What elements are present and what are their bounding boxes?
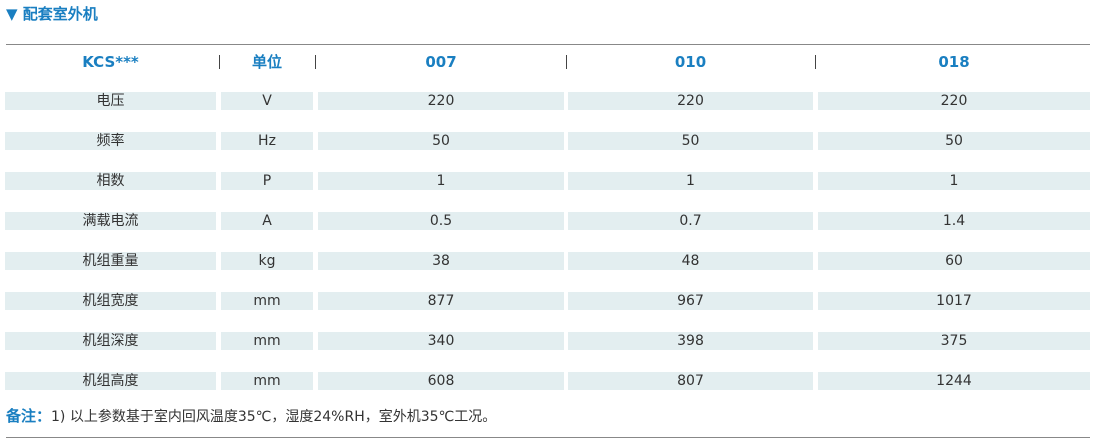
column-header: KCS*** bbox=[82, 53, 139, 71]
cell: 1.4 bbox=[942, 213, 966, 229]
cell-background bbox=[818, 292, 1090, 310]
cell: 机组高度 bbox=[82, 373, 139, 389]
cell-background bbox=[221, 332, 313, 350]
cell: 220 bbox=[940, 93, 968, 109]
cell: 967 bbox=[677, 293, 704, 309]
cell: mm bbox=[253, 373, 281, 389]
cell-background bbox=[818, 252, 1090, 270]
cell: 相数 bbox=[96, 173, 125, 189]
cell: A bbox=[262, 213, 272, 229]
cell-background bbox=[221, 252, 313, 270]
cell-background bbox=[318, 332, 564, 350]
cell-background bbox=[221, 292, 313, 310]
cell-background bbox=[568, 212, 813, 230]
cell: mm bbox=[253, 293, 281, 309]
column-header: 018 bbox=[938, 53, 970, 71]
separator bbox=[315, 55, 316, 69]
cell: mm bbox=[253, 333, 281, 349]
cell: Hz bbox=[258, 133, 276, 149]
cell-background bbox=[5, 372, 216, 390]
cell: 电压 bbox=[96, 93, 125, 109]
cell-background bbox=[318, 372, 564, 390]
separator bbox=[566, 55, 567, 69]
cell-background bbox=[568, 332, 813, 350]
cell: 0.5 bbox=[429, 213, 453, 229]
cell: P bbox=[262, 173, 272, 189]
cell-background bbox=[818, 332, 1090, 350]
note-label: 备注： bbox=[6, 407, 52, 425]
cell: 398 bbox=[677, 333, 704, 349]
cell: 1017 bbox=[936, 293, 972, 309]
cell: 1 bbox=[686, 173, 695, 189]
cell-background bbox=[318, 212, 564, 230]
cell: 1 bbox=[949, 173, 959, 189]
separator bbox=[219, 55, 220, 69]
top-rule bbox=[6, 44, 1090, 45]
cell: 1244 bbox=[936, 373, 972, 389]
cell-background bbox=[5, 292, 216, 310]
column-header: 010 bbox=[674, 53, 707, 71]
cell-background bbox=[5, 172, 216, 190]
cell-background bbox=[818, 172, 1090, 190]
cell: 0.7 bbox=[679, 213, 702, 229]
cell-background bbox=[818, 372, 1090, 390]
cell-background bbox=[318, 92, 564, 110]
cell-background bbox=[568, 92, 813, 110]
column-header: 007 bbox=[425, 53, 457, 71]
cell: 60 bbox=[945, 253, 963, 269]
footnote: 备注：1) 以上参数基于室内回风温度35℃，湿度24%RH，室外机35℃工况。 bbox=[6, 406, 496, 427]
cell: 608 bbox=[427, 373, 455, 389]
cell: 50 bbox=[681, 133, 700, 149]
triangle-icon: ▼ bbox=[6, 5, 23, 23]
cell-background bbox=[221, 132, 313, 150]
column-header: 单位 bbox=[251, 53, 282, 71]
cell-background bbox=[568, 292, 813, 310]
cell: 50 bbox=[945, 133, 963, 149]
cell: 375 bbox=[940, 333, 968, 349]
cell: 1 bbox=[436, 173, 446, 189]
cell: 220 bbox=[677, 93, 704, 109]
bottom-rule bbox=[6, 437, 1090, 438]
cell-background bbox=[318, 172, 564, 190]
separator bbox=[815, 55, 816, 69]
cell: 频率 bbox=[96, 133, 125, 149]
cell: 48 bbox=[681, 253, 700, 269]
note-text: 1) 以上参数基于室内回风温度35℃，湿度24%RH，室外机35℃工况。 bbox=[51, 409, 497, 425]
cell-background bbox=[221, 92, 313, 110]
cell-background bbox=[5, 332, 216, 350]
cell-background bbox=[818, 212, 1090, 230]
cell: 机组宽度 bbox=[82, 293, 139, 309]
cell: 220 bbox=[427, 93, 455, 109]
cell-background bbox=[818, 132, 1090, 150]
section-title: ▼ 配套室外机 bbox=[6, 3, 98, 24]
cell: 50 bbox=[432, 133, 450, 149]
cell-background bbox=[221, 212, 313, 230]
cell: 38 bbox=[432, 253, 450, 269]
cell-background bbox=[318, 252, 564, 270]
cell-background bbox=[221, 372, 313, 390]
cell: 340 bbox=[427, 333, 455, 349]
cell-background bbox=[5, 92, 216, 110]
cell: V bbox=[262, 93, 272, 109]
cell-background bbox=[818, 92, 1090, 110]
cell: 807 bbox=[677, 373, 704, 389]
cell-background bbox=[568, 372, 813, 390]
cell: 877 bbox=[427, 293, 455, 309]
cell-background bbox=[5, 212, 216, 230]
cell-background bbox=[5, 132, 216, 150]
cell: 满载电流 bbox=[82, 213, 139, 229]
cell-background bbox=[568, 172, 813, 190]
cell-background bbox=[568, 252, 813, 270]
cell-background bbox=[221, 172, 313, 190]
cell: 机组重量 bbox=[82, 253, 139, 269]
cell: 机组深度 bbox=[82, 333, 139, 349]
cell: kg bbox=[258, 253, 276, 269]
cell-background bbox=[318, 132, 564, 150]
cell-background bbox=[318, 292, 564, 310]
cell-background bbox=[5, 252, 216, 270]
title-text: 配套室外机 bbox=[22, 5, 98, 23]
cell-background bbox=[568, 132, 813, 150]
